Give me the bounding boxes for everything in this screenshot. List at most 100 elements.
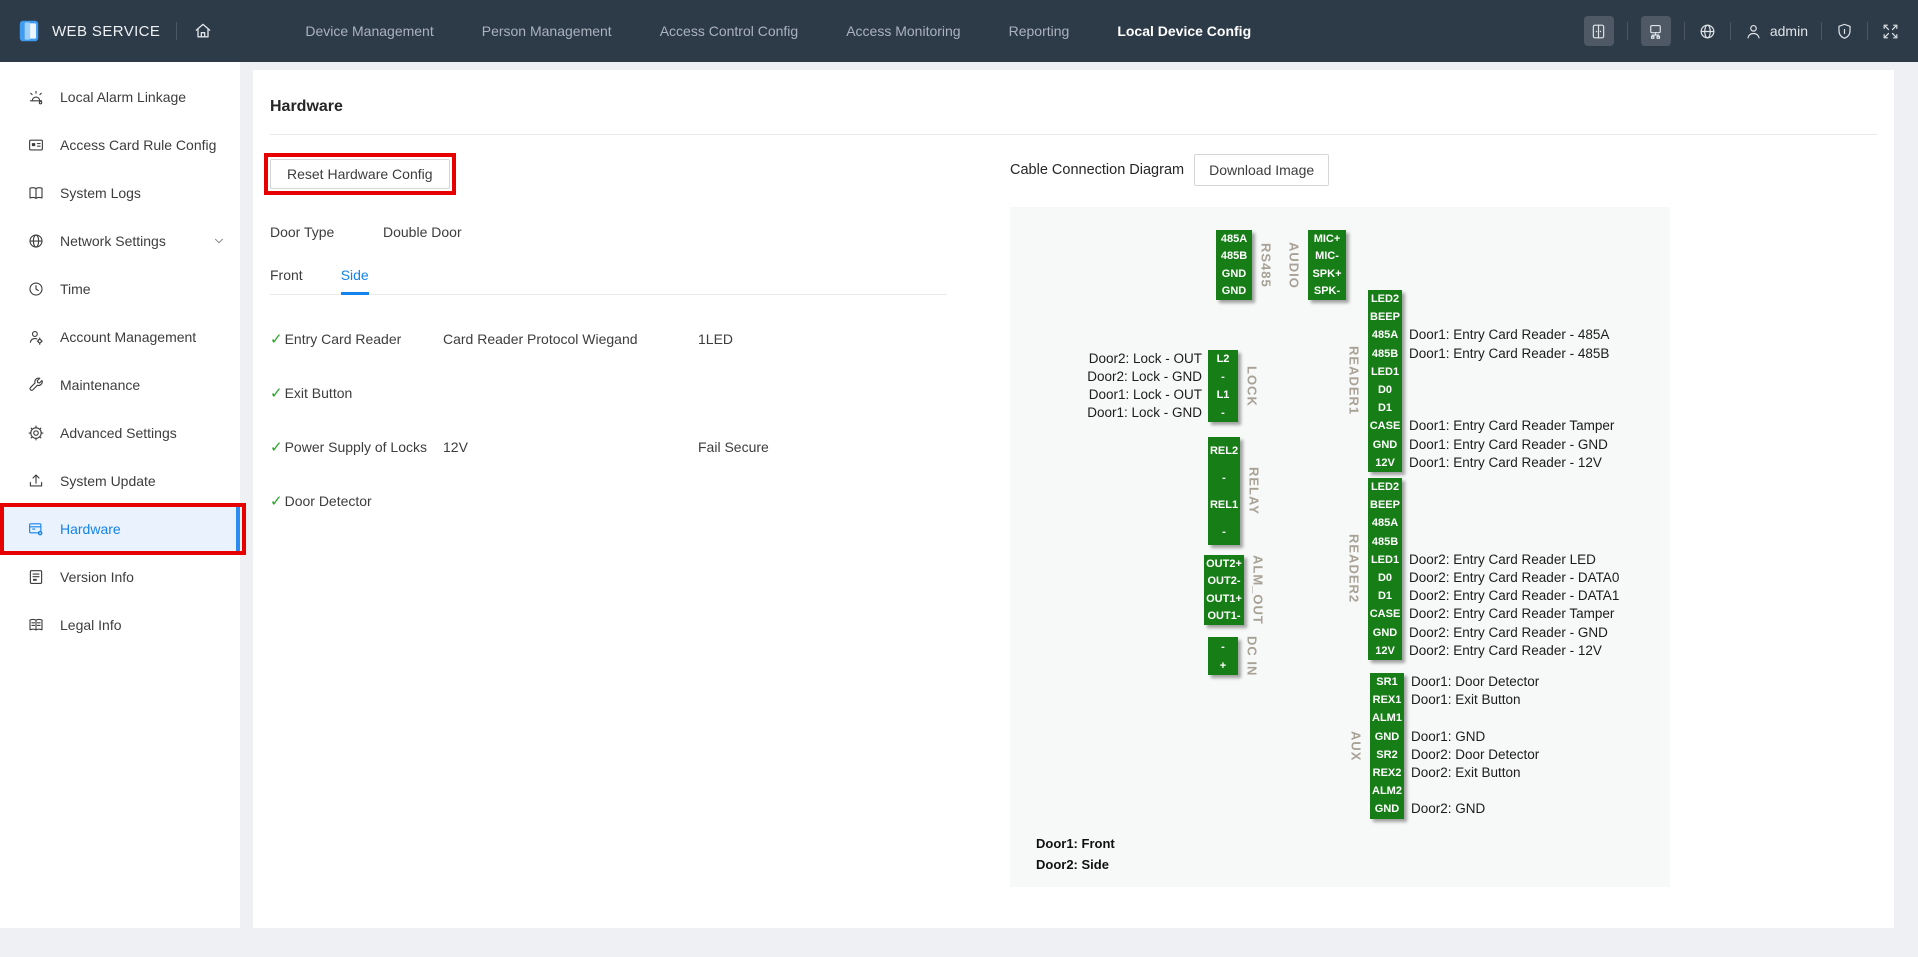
connector-reader2-label: READER2 (1346, 534, 1362, 604)
version-icon (27, 568, 45, 586)
card-icon (27, 136, 45, 154)
pin-audio-spk: SPK- (1313, 285, 1341, 298)
pin-reader2-d1: D1 (1377, 590, 1393, 603)
pin-reader1-d1: D1 (1377, 402, 1393, 415)
tab-front[interactable]: Front (270, 267, 303, 283)
connector-lock-block: L2 - L1 - (1208, 350, 1238, 422)
clock-icon (27, 280, 45, 298)
door-logo-icon (16, 18, 42, 44)
connector-audio-label: AUDIO (1286, 241, 1302, 289)
sidebar-item-system-logs[interactable]: System Logs (0, 169, 240, 217)
wire-label: Door2: Entry Card Reader - 12V (1409, 642, 1602, 658)
sidebar-item-legal-info[interactable]: Legal Info (0, 601, 240, 649)
pin-reader1-12v: 12V (1375, 456, 1395, 469)
controller-icon[interactable] (1640, 16, 1671, 46)
account-icon (27, 328, 45, 346)
legal-icon (27, 616, 45, 634)
wire-label: Door1: Exit Button (1411, 692, 1521, 708)
nav-items: Device Management Person Management Access… (305, 23, 1251, 39)
feature-extra: 1LED (698, 331, 734, 347)
sidebar-item-version-info[interactable]: Version Info (0, 553, 240, 601)
navbar-divider (1821, 22, 1822, 40)
wire-label: Door2: GND (1411, 801, 1486, 817)
user-menu[interactable]: admin (1744, 22, 1808, 41)
wire-label: Door2: Entry Card Reader - GND (1409, 624, 1608, 640)
pin-audio-mic: MIC+ (1313, 232, 1341, 245)
nav-item-access-monitoring[interactable]: Access Monitoring (846, 23, 961, 39)
sidebar-item-label: Advanced Settings (60, 425, 177, 441)
wire-label: Door2: Entry Card Reader LED (1409, 551, 1596, 567)
door-station-icon[interactable] (1583, 16, 1614, 46)
feature-label: Power Supply of Locks (284, 439, 427, 455)
sidebar-item-access-card-rule-config[interactable]: Access Card Rule Config (0, 121, 240, 169)
pin-reader1-led1: LED1 (1370, 365, 1400, 378)
sidebar-item-account-management[interactable]: Account Management (0, 313, 240, 361)
sidebar-item-label: Account Management (60, 329, 197, 345)
wire-label: Door2: Entry Card Reader - DATA0 (1409, 570, 1620, 585)
pin-aux-gnd: GND (1374, 803, 1400, 816)
connector-dc-in-label: DC IN (1244, 635, 1260, 677)
diagram-header: Cable Connection Diagram Download Image (1010, 154, 1670, 186)
nav-item-reporting[interactable]: Reporting (1008, 23, 1070, 39)
page-title: Hardware (270, 98, 343, 115)
pin-lock-l1: L1 (1216, 389, 1230, 401)
fullscreen-icon[interactable] (1881, 22, 1900, 41)
pin-reader1-485a: 485A (1371, 329, 1399, 342)
pin-reader1-gnd: GND (1372, 438, 1398, 451)
feature-row: ✓ Exit Button (270, 366, 960, 420)
feature-label: Exit Button (284, 385, 353, 401)
sidebar-item-maintenance[interactable]: Maintenance (0, 361, 240, 409)
pin-relay-minus: - (1222, 471, 1226, 484)
pin-alm-out-out1: OUT1- (1207, 610, 1241, 623)
nav-item-local-device-config[interactable]: Local Device Config (1117, 23, 1252, 39)
connector-aux-block: SR1 REX1 ALM1 GND SR2 REX2 ALM2 GND (1370, 673, 1404, 819)
wire-label: Door2: Entry Card Reader Tamper (1409, 606, 1615, 622)
home-icon[interactable] (193, 21, 213, 41)
update-icon (27, 472, 45, 490)
connector-reader2-block: LED2 BEEP 485A 485B LED1 D0 D1 CASE GND 12V (1368, 478, 1402, 660)
pin-reader2-485a: 485A (1371, 517, 1399, 530)
pin-dc-in-minus: - (1221, 640, 1225, 653)
sidebar-item-label: Local Alarm Linkage (60, 89, 187, 105)
nav-item-device-management[interactable]: Device Management (305, 23, 434, 39)
sidebar-item-label: System Logs (60, 185, 141, 201)
sidebar-item-system-update[interactable]: System Update (0, 457, 240, 505)
pin-audio-spk: SPK+ (1312, 267, 1342, 280)
pin-reader2-12v: 12V (1375, 644, 1395, 657)
pin-rs485-gnd: GND (1221, 267, 1247, 280)
door-type-label: Door Type (270, 224, 335, 240)
feature-row: ✓ Entry Card Reader Card Reader Protocol W… (270, 312, 960, 366)
cable-diagram-section: Cable Connection Diagram Download Image … (1010, 154, 1670, 887)
network-icon (27, 232, 45, 250)
pin-relay-minus: - (1222, 525, 1226, 538)
sidebar-item-time[interactable]: Time (0, 265, 240, 313)
sidebar-item-label: Hardware (60, 521, 121, 537)
nav-item-person-management[interactable]: Person Management (481, 23, 612, 39)
pin-rs485-gnd: GND (1221, 285, 1247, 298)
feature-extra: Fail Secure (698, 439, 769, 455)
wire-label: Door1: Entry Card Reader - GND (1409, 436, 1608, 452)
globe-icon[interactable] (1698, 22, 1717, 41)
reset-hardware-wrapper: Reset Hardware Config (264, 153, 456, 195)
pin-lock-l2: L2 (1216, 353, 1230, 365)
sidebar-item-advanced-settings[interactable]: Advanced Settings (0, 409, 240, 457)
user-icon (1744, 22, 1763, 41)
nav-item-access-control-config[interactable]: Access Control Config (659, 23, 799, 39)
download-image-button[interactable]: Download Image (1194, 154, 1330, 186)
shield-icon[interactable] (1835, 22, 1854, 41)
sidebar-item-hardware[interactable]: Hardware (0, 503, 246, 555)
sidebar-item-label: Maintenance (60, 377, 141, 393)
pin-rs485-485a: 485A (1220, 232, 1248, 245)
door-type-row: Door Type Double Door (270, 224, 1877, 240)
tab-side[interactable]: Side (340, 267, 369, 295)
wire-label: Door2: Door Detector (1411, 746, 1540, 762)
pin-aux-sr1: SR1 (1376, 676, 1398, 689)
sidebar-item-local-alarm-linkage[interactable]: Local Alarm Linkage (0, 73, 240, 121)
cable-diagram: Door1: Front Door2: Side 485A 485B GND GND RS… (1010, 207, 1670, 887)
reset-hardware-button[interactable]: Reset Hardware Config (270, 159, 450, 189)
connector-aux-label: AUX (1348, 730, 1364, 762)
sidebar-item-network-settings[interactable]: Network Settings (0, 217, 240, 265)
pin-reader2-d0: D0 (1377, 572, 1393, 585)
door-type-value: Double Door (383, 224, 462, 240)
connector-dc-in-block: - + (1208, 637, 1238, 675)
